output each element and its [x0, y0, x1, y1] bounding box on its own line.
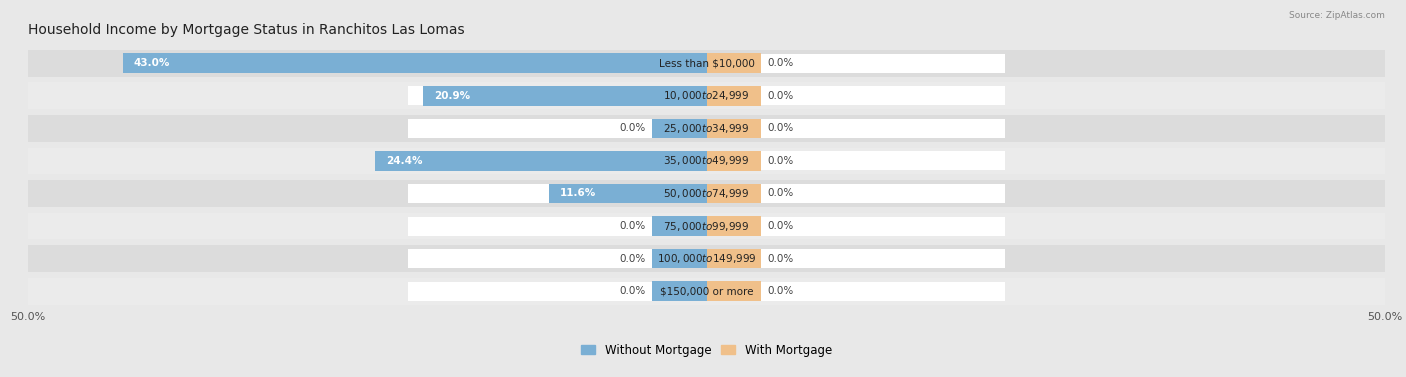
- Text: 0.0%: 0.0%: [619, 254, 645, 264]
- Bar: [408, 217, 1005, 236]
- Bar: [28, 115, 1385, 142]
- Text: $100,000 to $149,999: $100,000 to $149,999: [657, 252, 756, 265]
- Bar: [707, 282, 761, 301]
- Text: 0.0%: 0.0%: [619, 123, 645, 133]
- Text: $35,000 to $49,999: $35,000 to $49,999: [664, 155, 749, 167]
- Bar: [707, 54, 761, 73]
- Bar: [375, 151, 707, 171]
- Bar: [28, 83, 1385, 109]
- Bar: [707, 86, 761, 106]
- Bar: [408, 119, 1005, 138]
- Bar: [124, 54, 707, 73]
- Bar: [408, 282, 1005, 301]
- Bar: [707, 249, 761, 268]
- Bar: [408, 86, 1005, 105]
- Bar: [28, 50, 1385, 77]
- Bar: [423, 86, 707, 106]
- Text: Household Income by Mortgage Status in Ranchitos Las Lomas: Household Income by Mortgage Status in R…: [28, 23, 465, 37]
- Text: $10,000 to $24,999: $10,000 to $24,999: [664, 89, 749, 102]
- Text: 0.0%: 0.0%: [619, 221, 645, 231]
- Text: 0.0%: 0.0%: [768, 286, 794, 296]
- Bar: [408, 54, 1005, 73]
- Bar: [652, 216, 707, 236]
- Bar: [652, 118, 707, 138]
- Bar: [28, 213, 1385, 239]
- Bar: [707, 184, 761, 203]
- Text: $150,000 or more: $150,000 or more: [659, 286, 754, 296]
- Text: Less than $10,000: Less than $10,000: [658, 58, 755, 68]
- Bar: [408, 249, 1005, 268]
- Bar: [408, 184, 1005, 203]
- Text: 0.0%: 0.0%: [768, 221, 794, 231]
- Text: 0.0%: 0.0%: [768, 91, 794, 101]
- Bar: [28, 147, 1385, 174]
- Text: 43.0%: 43.0%: [134, 58, 170, 68]
- Bar: [652, 282, 707, 301]
- Bar: [28, 278, 1385, 305]
- Bar: [707, 118, 761, 138]
- Text: $25,000 to $34,999: $25,000 to $34,999: [664, 122, 749, 135]
- Bar: [408, 152, 1005, 170]
- Bar: [652, 249, 707, 268]
- Bar: [707, 151, 761, 171]
- Text: 20.9%: 20.9%: [434, 91, 470, 101]
- Text: Source: ZipAtlas.com: Source: ZipAtlas.com: [1289, 11, 1385, 20]
- Text: 11.6%: 11.6%: [560, 188, 596, 198]
- Text: 0.0%: 0.0%: [768, 254, 794, 264]
- Text: 0.0%: 0.0%: [768, 123, 794, 133]
- Bar: [28, 180, 1385, 207]
- Text: 24.4%: 24.4%: [387, 156, 423, 166]
- Bar: [550, 184, 707, 203]
- Text: $75,000 to $99,999: $75,000 to $99,999: [664, 219, 749, 233]
- Legend: Without Mortgage, With Mortgage: Without Mortgage, With Mortgage: [576, 339, 837, 361]
- Text: 0.0%: 0.0%: [768, 156, 794, 166]
- Text: 0.0%: 0.0%: [768, 188, 794, 198]
- Bar: [28, 245, 1385, 272]
- Text: 0.0%: 0.0%: [768, 58, 794, 68]
- Bar: [707, 216, 761, 236]
- Text: 0.0%: 0.0%: [619, 286, 645, 296]
- Text: $50,000 to $74,999: $50,000 to $74,999: [664, 187, 749, 200]
